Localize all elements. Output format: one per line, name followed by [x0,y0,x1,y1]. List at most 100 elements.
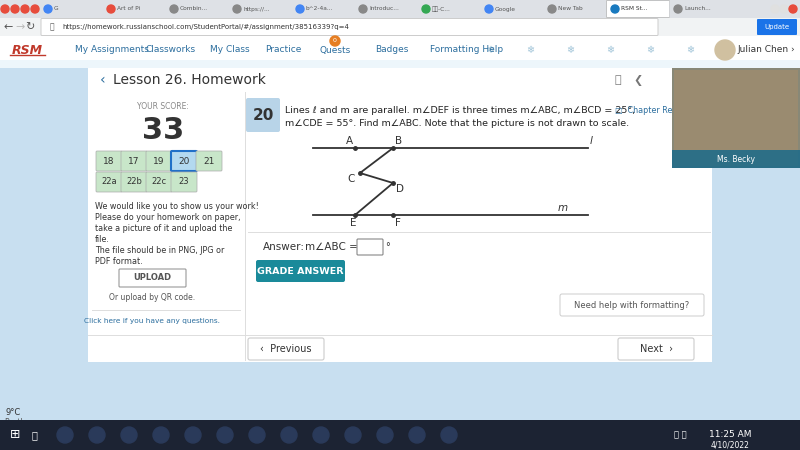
Circle shape [296,5,304,13]
Circle shape [217,427,233,443]
Text: ❄: ❄ [486,45,494,55]
Text: m∠ABC =: m∠ABC = [305,242,358,252]
Circle shape [107,5,115,13]
Circle shape [548,5,556,13]
FancyBboxPatch shape [146,151,172,171]
Circle shape [170,5,178,13]
Circle shape [44,5,52,13]
Text: My Class: My Class [210,45,250,54]
Text: 4/10/2022: 4/10/2022 [710,440,750,449]
Bar [88,68,712,92]
FancyBboxPatch shape [606,0,670,18]
Text: RSM St...: RSM St... [621,6,647,12]
FancyBboxPatch shape [96,151,122,171]
Circle shape [611,5,619,13]
Bar [674,70,798,166]
FancyBboxPatch shape [102,0,166,18]
Text: F: F [395,218,401,228]
Text: 18: 18 [103,157,114,166]
Text: A: A [346,136,353,146]
Circle shape [780,5,788,13]
Text: file.: file. [95,235,110,244]
Circle shape [121,427,137,443]
Text: B: B [395,136,402,146]
FancyBboxPatch shape [171,172,197,192]
Text: Click here if you have any questions.: Click here if you have any questions. [84,318,220,324]
Text: 22b: 22b [126,177,142,186]
Text: ↻: ↻ [26,22,34,32]
Text: RSM: RSM [12,44,43,57]
Text: b^2-4a...: b^2-4a... [306,6,334,12]
Text: G: G [54,6,58,12]
Text: Update: Update [765,24,790,30]
Text: My Assignments: My Assignments [75,45,149,54]
Text: Partly sunny: Partly sunny [5,418,53,427]
Text: 🖨: 🖨 [614,75,622,85]
Text: Lines ℓ and m are parallel. m∠DEF is three times m∠ABC, m∠BCD = 25°,: Lines ℓ and m are parallel. m∠DEF is thr… [285,106,635,115]
FancyBboxPatch shape [121,151,147,171]
Text: °: ° [385,242,390,252]
Text: Quests: Quests [320,45,351,54]
Circle shape [153,427,169,443]
Text: 英 拼: 英 拼 [674,431,686,440]
Circle shape [330,36,340,46]
Text: ❮: ❮ [634,75,642,86]
Text: ❄: ❄ [606,45,614,55]
Text: m: m [558,203,568,213]
Text: Next  ›: Next › [639,344,673,354]
Text: 19: 19 [154,157,165,166]
FancyBboxPatch shape [166,0,229,18]
Bar [88,92,243,360]
Circle shape [57,427,73,443]
FancyBboxPatch shape [543,0,606,18]
Text: GRADE ANSWER: GRADE ANSWER [257,266,343,275]
Text: Practice: Practice [265,45,302,54]
FancyBboxPatch shape [39,0,102,18]
Text: E: E [350,218,356,228]
Text: 🔒: 🔒 [50,22,54,32]
Text: https://...: https://... [243,6,270,12]
Text: Julian Chen ›: Julian Chen › [737,45,794,54]
Text: Introduc...: Introduc... [369,6,399,12]
Circle shape [485,5,493,13]
Text: m∠CDE = 55°. Find m∠ABC. Note that the picture is not drawn to scale.: m∠CDE = 55°. Find m∠ABC. Note that the p… [285,119,629,128]
Text: Launch...: Launch... [684,6,710,12]
Circle shape [11,5,19,13]
Text: Art of Pi: Art of Pi [117,6,140,12]
Text: The file should be in PNG, JPG or: The file should be in PNG, JPG or [95,246,224,255]
Text: ⊞: ⊞ [10,428,21,441]
Circle shape [789,5,797,13]
Text: ‹  Previous: ‹ Previous [260,344,312,354]
Text: UPLOAD: UPLOAD [133,274,171,283]
FancyBboxPatch shape [96,172,122,192]
FancyBboxPatch shape [481,0,543,18]
Circle shape [31,5,39,13]
Circle shape [715,40,735,60]
Circle shape [21,5,29,13]
Bar [88,335,712,362]
FancyBboxPatch shape [670,0,733,18]
Text: ←: ← [3,22,13,32]
Text: C: C [348,174,355,184]
Text: New Tab: New Tab [558,6,582,12]
Text: PDF format.: PDF format. [95,257,142,266]
FancyBboxPatch shape [560,294,704,316]
FancyBboxPatch shape [146,172,172,192]
Circle shape [441,427,457,443]
Circle shape [377,427,393,443]
Text: Please do your homework on paper,: Please do your homework on paper, [95,213,241,222]
Text: 23: 23 [178,177,190,186]
Circle shape [185,427,201,443]
Text: Google: Google [495,6,516,12]
Bar [0,420,800,450]
FancyBboxPatch shape [256,260,345,282]
FancyBboxPatch shape [248,338,324,360]
Text: take a picture of it and upload the: take a picture of it and upload the [95,224,232,233]
Text: We would like you to show us your work!: We would like you to show us your work! [95,202,259,211]
Bar [0,36,800,68]
FancyBboxPatch shape [354,0,418,18]
Text: □  Chapter Refere...: □ Chapter Refere... [615,106,696,115]
Text: Formatting Help: Formatting Help [430,45,503,54]
Text: Lesson 26. Homework: Lesson 26. Homework [113,73,266,87]
Text: ❄: ❄ [686,45,694,55]
